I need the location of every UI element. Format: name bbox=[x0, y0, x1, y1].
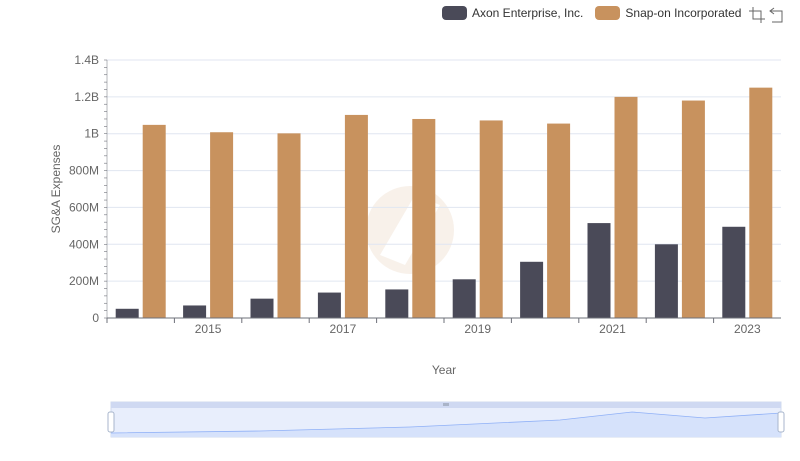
y-tick-label: 1.4B bbox=[74, 53, 99, 67]
x-tick-label: 2021 bbox=[599, 322, 626, 336]
legend-swatch-axon bbox=[442, 6, 467, 20]
bar-snapon-2015[interactable] bbox=[210, 132, 234, 318]
bar-snapon-2017[interactable] bbox=[344, 114, 368, 318]
y-tick-label: 600M bbox=[69, 200, 99, 214]
data-zoom-slider[interactable] bbox=[107, 401, 785, 438]
slider-handle-right[interactable] bbox=[777, 411, 785, 433]
bar-snapon-2016[interactable] bbox=[277, 133, 301, 318]
y-tick-label: 800M bbox=[69, 164, 99, 178]
watermark-logo bbox=[366, 186, 454, 274]
legend: Axon Enterprise, Inc. Snap-on Incorporat… bbox=[442, 4, 753, 22]
y-axis-title: SG&A Expenses bbox=[49, 145, 63, 234]
y-tick-label: 0 bbox=[92, 311, 99, 325]
slider-handle-left[interactable] bbox=[107, 411, 115, 433]
legend-label-snapon: Snap-on Incorporated bbox=[625, 6, 742, 20]
bar-snapon-2023[interactable] bbox=[749, 87, 773, 319]
bar-snapon-2014[interactable] bbox=[142, 124, 166, 319]
x-tick-label: 2023 bbox=[734, 322, 761, 336]
bar-axon-2022[interactable] bbox=[654, 244, 678, 318]
bar-axon-2023[interactable] bbox=[722, 226, 746, 318]
bar-snapon-2020[interactable] bbox=[547, 123, 571, 318]
zoom-icon[interactable] bbox=[748, 6, 766, 24]
bar-axon-2019[interactable] bbox=[452, 279, 476, 318]
y-axis: 0 200M 400M 600M 800M 1B 1.2B 1.4B bbox=[69, 53, 108, 325]
bar-axon-2014[interactable] bbox=[115, 308, 139, 318]
bar-axon-2020[interactable] bbox=[520, 261, 544, 318]
bar-snapon-2019[interactable] bbox=[479, 120, 503, 319]
x-axis: 2015 2017 2019 2021 2023 bbox=[106, 317, 781, 336]
y-tick-label: 1B bbox=[84, 127, 99, 141]
x-tick-label: 2017 bbox=[330, 322, 357, 336]
x-axis-title: Year bbox=[432, 363, 456, 377]
bar-snapon-2022[interactable] bbox=[681, 100, 705, 319]
legend-swatch-snapon bbox=[595, 6, 621, 20]
x-tick-label: 2019 bbox=[464, 322, 491, 336]
y-tick-label: 200M bbox=[69, 274, 99, 288]
y-tick-label: 400M bbox=[69, 237, 99, 251]
slider-drag-handle[interactable] bbox=[443, 403, 449, 406]
bar-snapon-2018[interactable] bbox=[412, 118, 436, 318]
bar-axon-2016[interactable] bbox=[250, 298, 274, 318]
chart-toolbox bbox=[746, 6, 786, 24]
legend-item-axon[interactable]: Axon Enterprise, Inc. bbox=[442, 6, 583, 20]
x-tick-label: 2015 bbox=[195, 322, 222, 336]
bars bbox=[115, 87, 773, 319]
legend-label-axon: Axon Enterprise, Inc. bbox=[472, 6, 584, 20]
legend-item-snapon[interactable]: Snap-on Incorporated bbox=[595, 6, 741, 20]
y-tick-label: 1.2B bbox=[74, 90, 99, 104]
bar-axon-2021[interactable] bbox=[587, 223, 611, 318]
bar-snapon-2021[interactable] bbox=[614, 96, 638, 318]
bar-axon-2017[interactable] bbox=[317, 292, 341, 318]
bar-axon-2015[interactable] bbox=[183, 305, 207, 318]
restore-icon[interactable] bbox=[768, 6, 786, 24]
bar-axon-2018[interactable] bbox=[385, 289, 409, 318]
